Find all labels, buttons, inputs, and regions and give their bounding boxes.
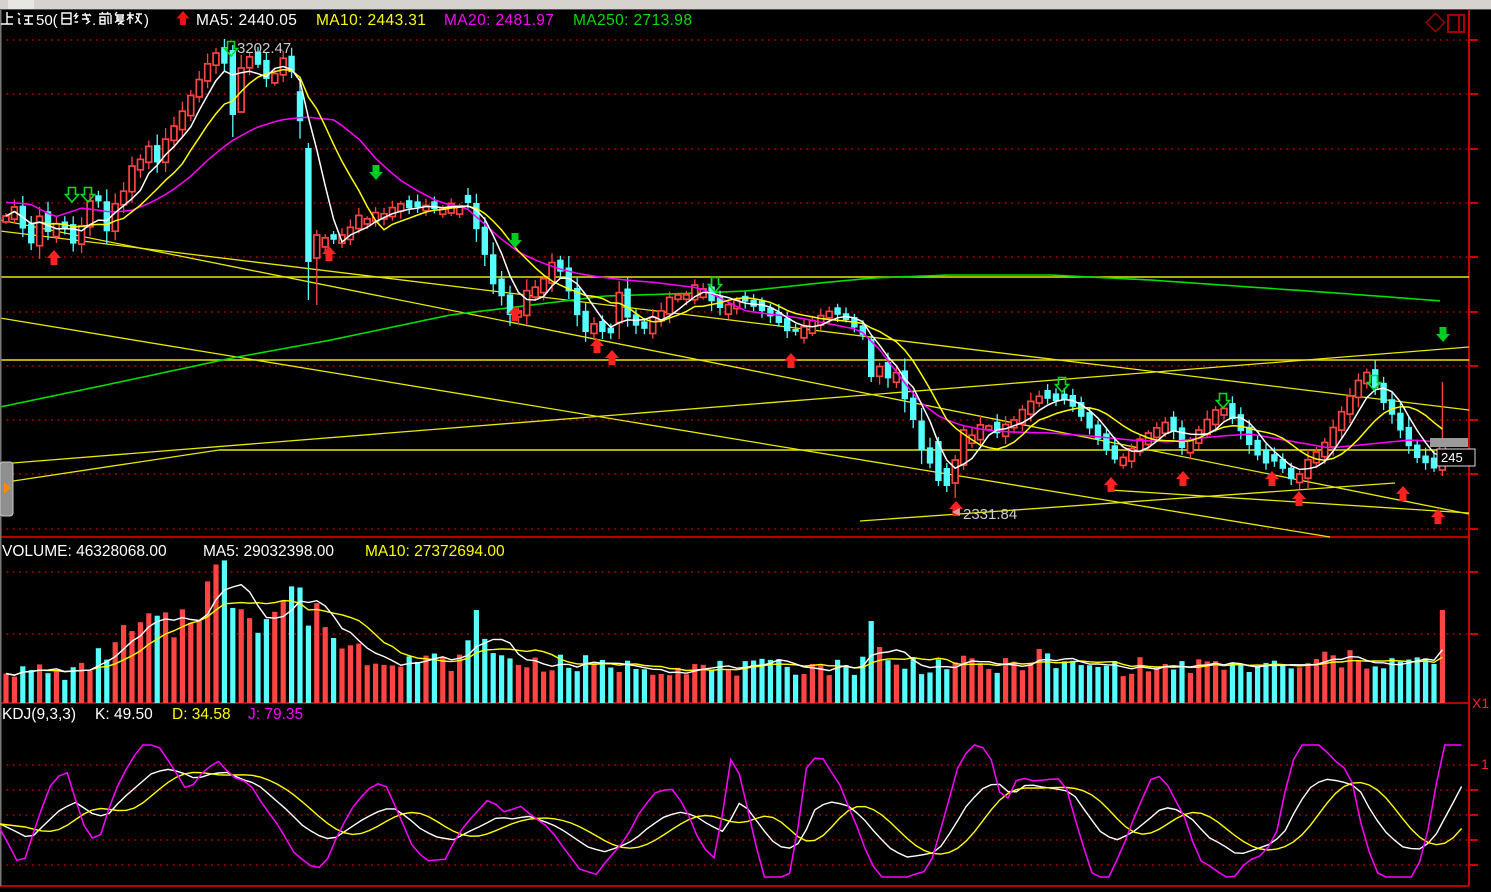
svg-text:3202.47: 3202.47 [237, 40, 291, 57]
svg-text:.: . [92, 12, 96, 29]
svg-text:MA20: 2481.97: MA20: 2481.97 [444, 12, 554, 29]
svg-text:245: 245 [1441, 450, 1463, 465]
svg-text:): ) [144, 12, 149, 29]
svg-text:2331.84: 2331.84 [963, 506, 1017, 523]
svg-text:MA250: 2713.98: MA250: 2713.98 [573, 12, 692, 29]
svg-text:1: 1 [1481, 756, 1489, 772]
svg-text:KDJ(9,3,3): KDJ(9,3,3) [2, 706, 76, 723]
svg-text:VOLUME: 46328068.00: VOLUME: 46328068.00 [2, 543, 167, 560]
svg-text:X1: X1 [1472, 695, 1489, 711]
svg-text:J: 79.35: J: 79.35 [248, 706, 303, 723]
svg-text:D: 34.58: D: 34.58 [172, 706, 231, 723]
svg-text:MA5: 29032398.00: MA5: 29032398.00 [203, 543, 334, 560]
svg-text:MA10: 2443.31: MA10: 2443.31 [316, 12, 426, 29]
svg-text:MA5: 2440.05: MA5: 2440.05 [196, 12, 297, 29]
svg-text:K: 49.50: K: 49.50 [95, 706, 153, 723]
svg-text:50(: 50( [36, 12, 58, 29]
svg-text:MA10: 27372694.00: MA10: 27372694.00 [365, 543, 505, 560]
